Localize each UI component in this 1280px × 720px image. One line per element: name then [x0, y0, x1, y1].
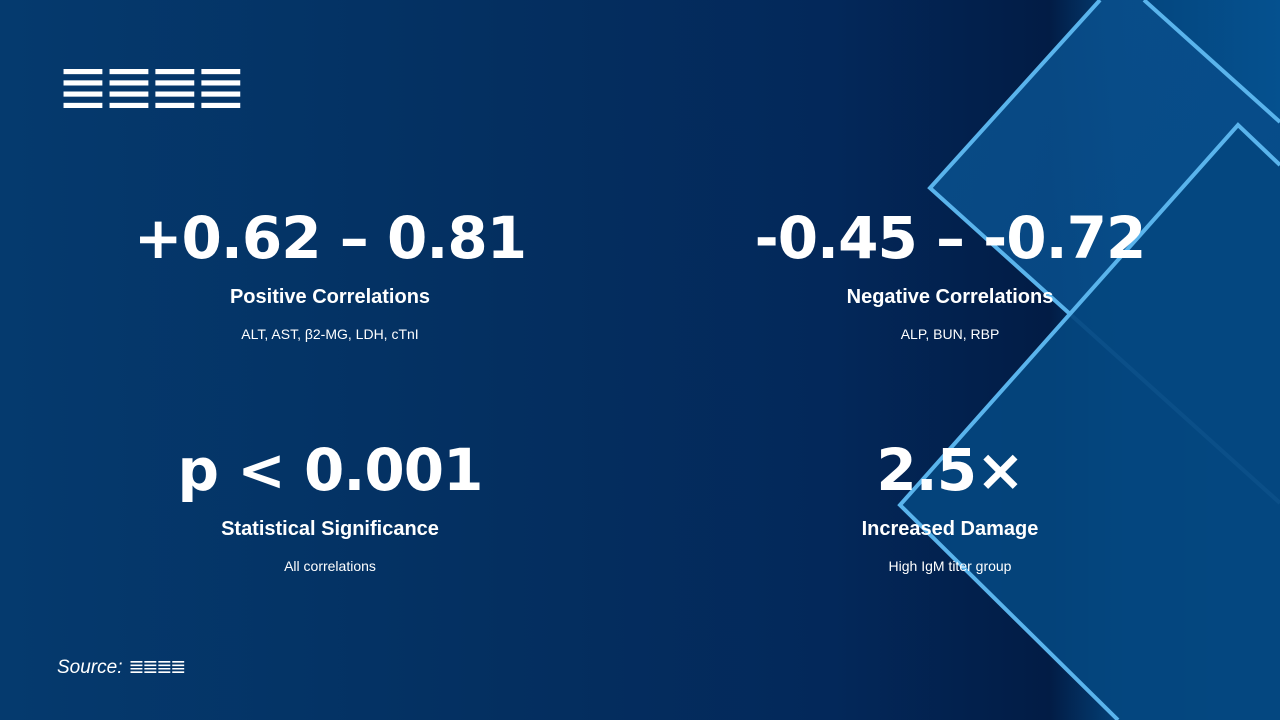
stat-label: Negative Correlations: [846, 286, 1054, 308]
stat-detail: ALP, BUN, RBP: [900, 326, 1000, 342]
stat-value: 2.5×: [876, 436, 1024, 504]
stat-increased-damage: 2.5× Increased Damage High IgM titer gro…: [670, 440, 1230, 574]
stat-label: Positive Correlations: [229, 286, 431, 308]
stat-negative-correlations: -0.45 – -0.72 Negative Correlations ALP,…: [670, 208, 1230, 342]
stat-detail: ALT, AST, β2-MG, LDH, cTnI: [241, 326, 419, 342]
stat-label: Increased Damage: [861, 518, 1039, 540]
stat-value: p < 0.001: [177, 436, 484, 504]
stat-detail: High IgM titer group: [888, 558, 1012, 574]
stat-significance: p < 0.001 Statistical Significance All c…: [50, 440, 610, 574]
stat-value: +0.62 – 0.81: [133, 204, 527, 272]
diamond-shape-front: [900, 125, 1280, 720]
slide-title: ≣≣≣≣: [57, 50, 247, 123]
source-note: Source: ≣≣≣≣: [57, 656, 186, 679]
source-value: ≣≣≣≣: [128, 656, 186, 678]
source-label: Source:: [57, 657, 123, 678]
stat-label: Statistical Significance: [221, 518, 439, 540]
stat-positive-correlations: +0.62 – 0.81 Positive Correlations ALT, …: [50, 208, 610, 342]
stat-detail: All correlations: [284, 558, 376, 574]
stat-value: -0.45 – -0.72: [754, 204, 1147, 272]
diamond-back-outline-right: [1142, 0, 1280, 124]
diamond-front-outline: [897, 122, 1280, 720]
